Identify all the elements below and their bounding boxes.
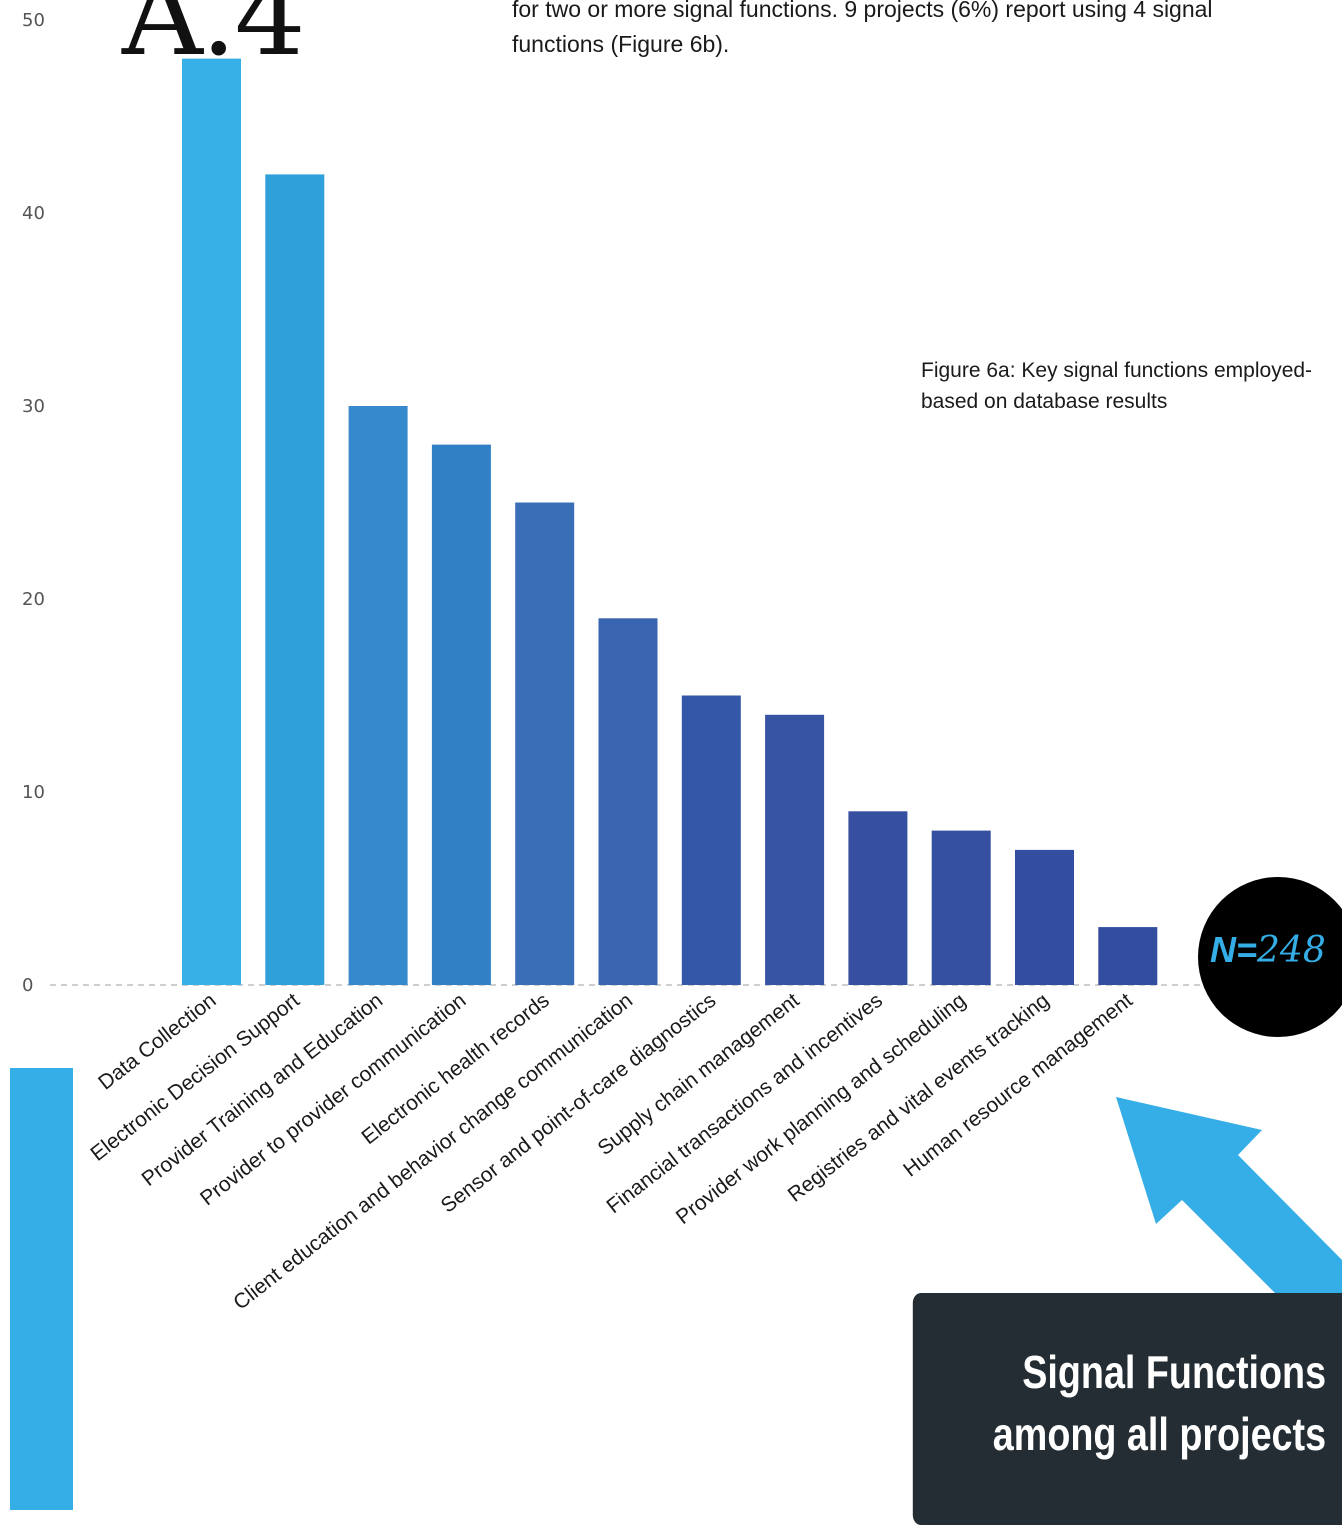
bar [1098, 927, 1158, 985]
title-line-2: among all projects [992, 1408, 1327, 1460]
y-tick-label: 30 [22, 396, 45, 417]
bar [681, 695, 741, 985]
bar [1015, 849, 1074, 985]
y-tick-label: 40 [22, 203, 45, 224]
intro-line: functions (Figure 6b). [512, 31, 730, 57]
bar [931, 830, 991, 985]
bar [431, 444, 491, 986]
y-tick-label: 50 [22, 10, 45, 31]
bar [515, 502, 575, 985]
sample-size-value: 248 [1257, 930, 1326, 971]
y-tick-label: 20 [22, 589, 45, 610]
bar [848, 811, 908, 985]
intro-paragraph: for two or more signal functions. 9 proj… [512, 0, 1342, 62]
figure-caption: Figure 6a: Key signal functions employed… [921, 359, 1313, 413]
section-label: A.4 [122, 0, 306, 81]
intro-line: for two or more signal functions. 9 proj… [512, 0, 1213, 22]
y-tick-label: 10 [22, 782, 45, 803]
bar [765, 714, 825, 985]
bar [265, 174, 325, 985]
sample-size-badge: N=248 [1198, 877, 1342, 1037]
sample-size-prefix: N= [1210, 929, 1258, 970]
bar [348, 406, 408, 985]
bar [182, 58, 241, 986]
title-box: Signal Functions among all projects [912, 1293, 1342, 1525]
title-line-1: Signal Functions [1022, 1346, 1327, 1398]
y-tick-label: 0 [22, 975, 33, 996]
bar [598, 618, 658, 985]
accent-bar [10, 1068, 73, 1510]
